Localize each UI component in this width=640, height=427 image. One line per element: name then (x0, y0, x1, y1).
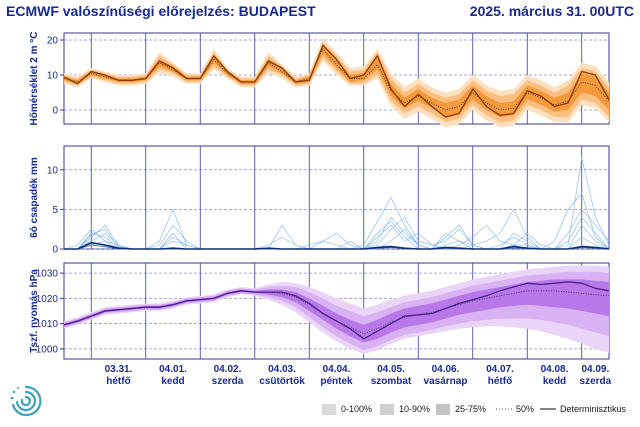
chart-title: ECMWF valószínűségi előrejelzés: BUDAPES… (6, 3, 316, 19)
pres-band-25-75 (64, 279, 609, 343)
legend-item-0-100: 0-100% (322, 402, 372, 416)
y-tick-label: 5 (52, 205, 58, 216)
legend-solid-line-icon (540, 408, 556, 410)
y-tick-label: 1000 (36, 344, 59, 355)
run-date: 2025. március 31. 00UTC (469, 3, 634, 19)
temp-median-line (63, 48, 610, 111)
x-day-date-label: 04.01. (159, 364, 187, 375)
y-tick-label: 1010 (36, 319, 59, 330)
x-day-date-label: 04.08. (541, 364, 569, 375)
precip-deterministic-line (64, 241, 610, 250)
x-day-weekday-label: szerda (212, 376, 244, 387)
precip-member-line (64, 157, 610, 250)
y-tick-label: 0 (52, 245, 58, 256)
ecmwf-logo-icon (6, 381, 46, 426)
legend-swatch-10-90 (380, 403, 394, 415)
legend-label-25-75: 25-75% (455, 404, 487, 414)
y-axis-label: Tszf. nyomás hPa (29, 269, 40, 353)
legend-item-50: 50% (496, 402, 534, 416)
x-day-date-label: 04.05. (377, 364, 405, 375)
x-day-date-label: 03.31. (105, 364, 133, 375)
legend-swatch-25-75 (436, 403, 450, 415)
y-tick-label: 10 (47, 71, 59, 82)
panel-frame (63, 145, 610, 250)
x-day-weekday-label: hétfő (488, 376, 512, 387)
x-day-date-label: 04.04. (323, 364, 351, 375)
y-axis-label: Hőmérséklet 2 m °C (29, 31, 40, 125)
temp-band-25-75 (64, 45, 609, 117)
x-day-date-label: 04.06. (432, 364, 460, 375)
x-day-weekday-label: kedd (161, 376, 184, 387)
x-day-weekday-label: csütörtök (259, 376, 305, 387)
pres-deterministic-line (63, 281, 610, 340)
x-day-weekday-label: szerda (580, 376, 612, 387)
y-tick-label: 10 (47, 165, 59, 176)
legend-label-50: 50% (516, 404, 535, 414)
x-day-date-label: 04.09. (581, 364, 609, 375)
legend-item-10-90: 10-90% (380, 402, 430, 416)
x-day-weekday-label: péntek (320, 376, 353, 387)
temp-band-10-90 (64, 41, 609, 123)
y-axis-label: 6ó csapadék mm (29, 157, 40, 238)
x-day-weekday-label: kedd (543, 376, 566, 387)
y-tick-label: 0 (52, 106, 58, 117)
legend-item-25-75: 25-75% (436, 402, 486, 416)
y-tick-label: 1020 (36, 294, 59, 305)
x-day-weekday-label: hétfő (106, 376, 130, 387)
legend-swatch-0-100 (322, 403, 336, 415)
temp-band-0-100 (64, 38, 609, 128)
x-day-date-label: 04.07. (486, 364, 514, 375)
temp-deterministic-line (63, 44, 610, 118)
legend-dotted-line-icon (496, 408, 512, 410)
legend-item-deterministic: Determinisztikus (540, 402, 626, 416)
pres-band-10-90 (64, 271, 609, 351)
x-day-weekday-label: szombat (371, 376, 412, 387)
legend-label-0-100: 0-100% (341, 404, 373, 414)
x-day-date-label: 04.03. (268, 364, 296, 375)
x-day-weekday-label: vasárnap (424, 376, 468, 387)
y-tick-label: 20 (47, 36, 59, 47)
legend-label-10-90: 10-90% (399, 404, 431, 414)
legend-label-deterministic: Determinisztikus (560, 404, 627, 414)
x-day-date-label: 04.02. (214, 364, 242, 375)
y-tick-label: 1030 (36, 269, 59, 280)
